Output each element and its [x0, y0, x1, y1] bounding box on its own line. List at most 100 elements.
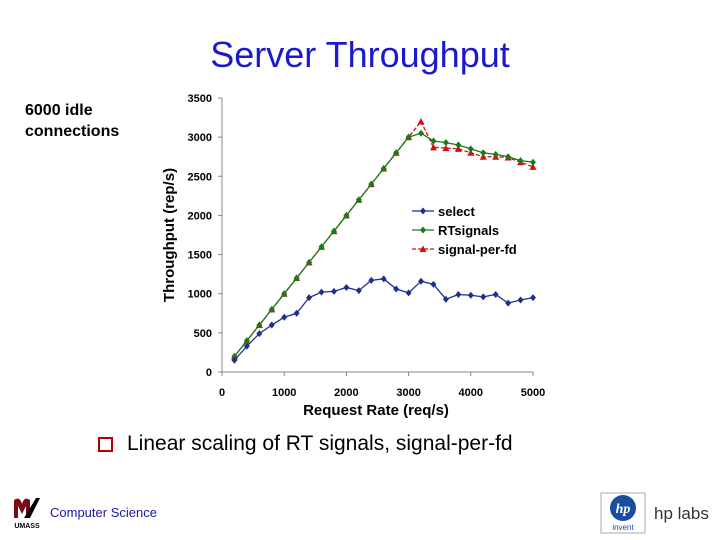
- data-point: [517, 296, 524, 304]
- y-tick-label: 500: [194, 328, 212, 340]
- legend-item: signal-per-fd: [412, 242, 517, 257]
- svg-text:UMASS: UMASS: [14, 523, 40, 530]
- data-point: [380, 164, 387, 172]
- y-tick-label: 0: [206, 367, 212, 379]
- data-point: [318, 243, 325, 251]
- legend-label: select: [438, 204, 476, 219]
- data-point: [293, 274, 300, 282]
- legend-item: RTsignals: [412, 223, 499, 238]
- svg-text:hp labs: hp labs: [654, 504, 709, 523]
- x-tick-label: 4000: [459, 387, 483, 399]
- legend-item: select: [412, 204, 476, 219]
- slide-title: Server Throughput: [210, 34, 510, 75]
- data-point: [393, 285, 400, 293]
- data-point: [418, 129, 425, 137]
- data-point: [480, 293, 487, 301]
- data-point: [343, 283, 350, 291]
- series-line: [233, 278, 534, 361]
- data-point: [355, 287, 362, 295]
- data-point: [355, 196, 362, 204]
- data-point: [442, 295, 449, 303]
- data-point: [480, 149, 487, 157]
- chart-axes: 0 500 1000 1500 2000 2500 3000 3500 0 1000 2000 300…: [188, 93, 546, 399]
- x-tick-label: 0: [219, 387, 225, 399]
- legend-label: RTsignals: [438, 223, 499, 238]
- footer-umass: UMASS Computer Science: [10, 494, 157, 530]
- data-point: [256, 321, 263, 329]
- data-point: [306, 258, 313, 266]
- data-point: [368, 276, 375, 284]
- data-point: [529, 163, 537, 170]
- legend-label: signal-per-fd: [438, 242, 517, 257]
- footer-text: Computer Science: [50, 504, 157, 520]
- data-point: [418, 277, 425, 285]
- data-point: [343, 211, 350, 219]
- data-point: [492, 150, 499, 158]
- data-point: [417, 117, 425, 125]
- x-tick-label: 3000: [396, 387, 420, 399]
- bullet-item: Linear scaling of RT signals, signal-per…: [98, 432, 513, 456]
- data-point: [430, 137, 437, 145]
- data-point: [268, 305, 275, 313]
- data-point: [420, 207, 426, 215]
- bullet-text: Linear scaling of RT signals, signal-per…: [127, 432, 513, 455]
- data-point: [505, 153, 512, 161]
- data-point: [429, 143, 437, 151]
- y-tick-label: 1500: [188, 250, 212, 262]
- series-select: [231, 275, 536, 364]
- data-point: [293, 309, 300, 317]
- data-point: [393, 149, 400, 157]
- data-point: [467, 291, 474, 299]
- data-point: [454, 145, 462, 152]
- y-tick-label: 3500: [188, 93, 212, 105]
- data-point: [368, 180, 375, 188]
- data-point: [330, 227, 337, 235]
- data-point: [419, 245, 427, 252]
- data-point: [530, 158, 536, 166]
- data-point: [505, 299, 512, 307]
- data-point: [281, 313, 288, 321]
- data-point: [455, 141, 462, 149]
- data-point: [243, 342, 250, 350]
- y-axis-title: Throughput (rep/s): [161, 168, 178, 302]
- data-point: [479, 153, 487, 160]
- data-point: [420, 226, 426, 234]
- data-point: [268, 321, 275, 329]
- data-point: [467, 149, 475, 156]
- y-tick-label: 1000: [188, 289, 212, 301]
- data-point: [281, 290, 288, 298]
- data-point: [330, 287, 337, 295]
- data-point: [405, 133, 412, 141]
- data-point: [430, 280, 437, 288]
- x-tick-label: 1000: [272, 387, 296, 399]
- bullet-square-icon: [98, 436, 113, 452]
- data-point: [442, 144, 450, 152]
- x-tick-label: 2000: [334, 387, 358, 399]
- chart-legend: select RTsignals signal-per-fd: [407, 199, 533, 259]
- data-point: [530, 294, 536, 302]
- data-point: [231, 356, 238, 364]
- umass-logo: UMASS: [12, 496, 42, 530]
- data-point: [467, 145, 474, 153]
- y-tick-label: 2500: [188, 171, 212, 183]
- data-point: [306, 294, 313, 302]
- data-point: [442, 139, 449, 147]
- data-point: [492, 290, 499, 298]
- y-tick-label: 3000: [188, 132, 212, 144]
- data-point: [517, 157, 524, 165]
- y-tick-label: 2000: [188, 210, 212, 222]
- series-rtsignals: [231, 129, 536, 360]
- data-point: [380, 275, 387, 283]
- x-tick-label: 5000: [521, 387, 545, 399]
- data-point: [405, 289, 412, 297]
- svg-text:invent: invent: [612, 523, 634, 532]
- data-point: [455, 290, 462, 298]
- idle-connections-note: 6000 idle connections: [25, 102, 120, 140]
- svg-text:hp: hp: [616, 502, 631, 517]
- data-point: [256, 330, 263, 338]
- hp-labs-logo: hp invent hp labs: [600, 492, 709, 534]
- data-point: [243, 337, 250, 345]
- throughput-chart: 0 500 1000 1500 2000 2500 3000 3500 0 1000 2000 300…: [161, 93, 546, 419]
- chart-series: [230, 117, 537, 364]
- data-point: [318, 288, 325, 296]
